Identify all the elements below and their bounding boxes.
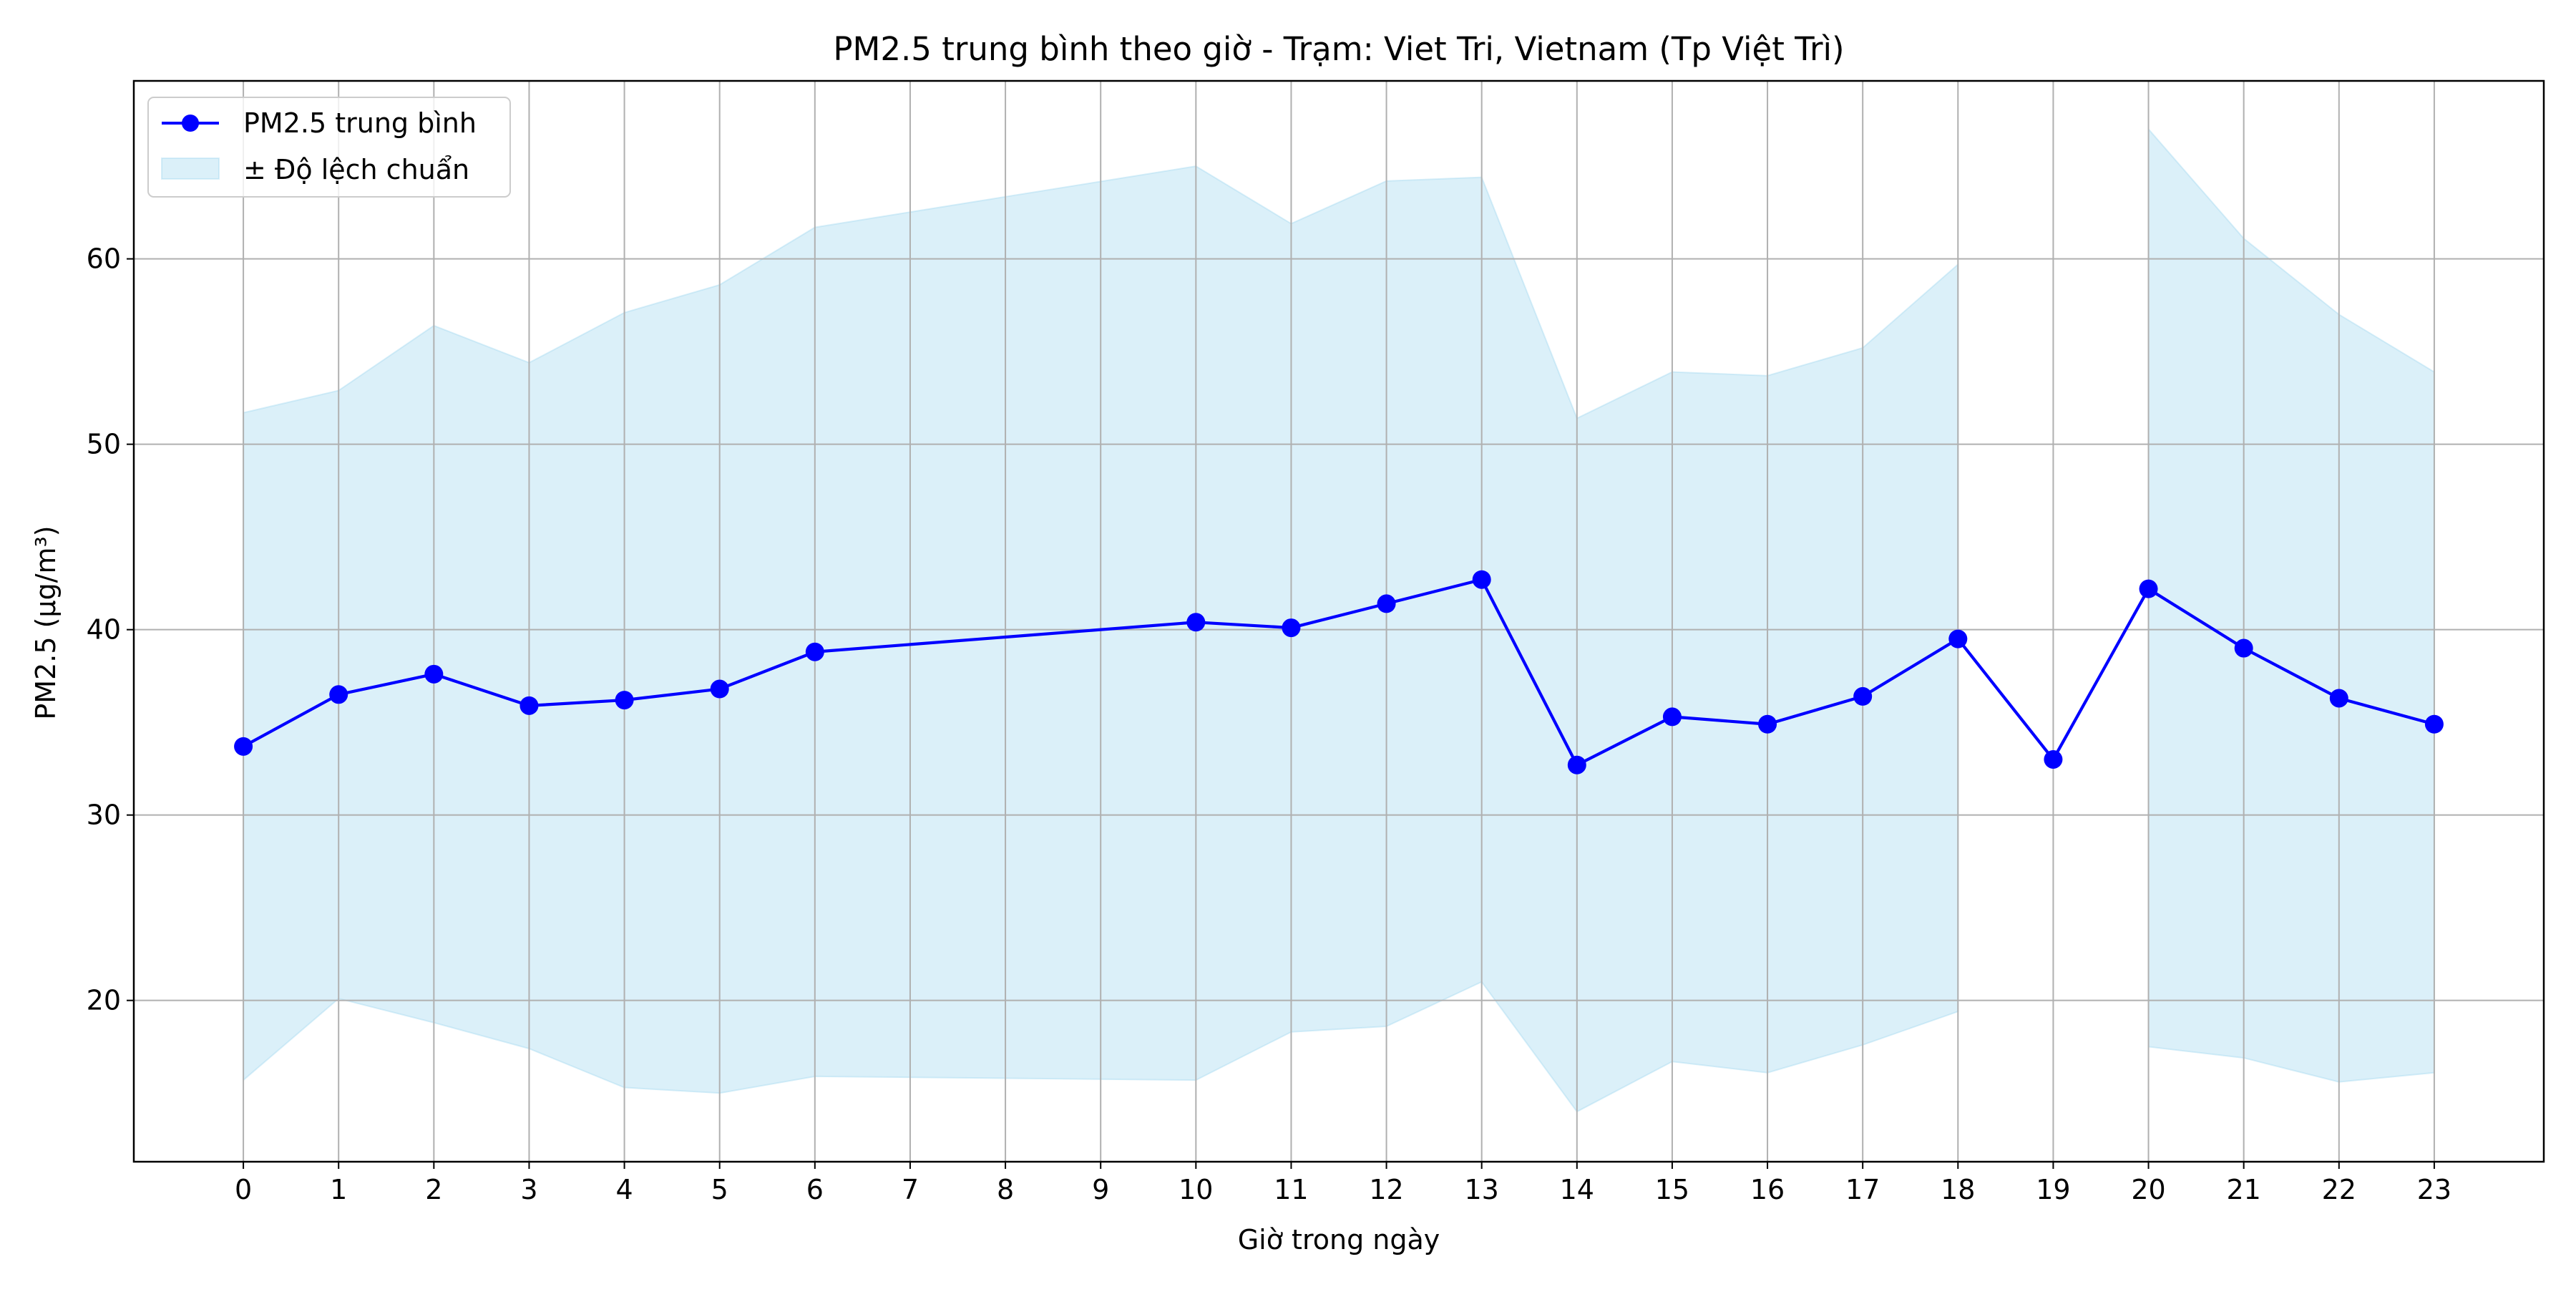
data-point-hour-0 [234, 737, 253, 756]
y-tick-label-60: 60 [87, 243, 121, 275]
data-point-hour-6 [805, 642, 824, 661]
legend-box [147, 97, 511, 198]
x-tick-label-6: 6 [806, 1174, 824, 1205]
x-tick-label-20: 20 [2131, 1174, 2165, 1205]
y-tick-label-30: 30 [87, 800, 121, 831]
data-point-hour-13 [1472, 570, 1491, 589]
x-tick-label-18: 18 [1941, 1174, 1975, 1205]
data-point-hour-21 [2234, 638, 2253, 658]
data-point-hour-12 [1377, 594, 1396, 613]
x-tick-label-13: 13 [1465, 1174, 1499, 1205]
x-tick-label-12: 12 [1369, 1174, 1403, 1205]
data-point-hour-15 [1662, 707, 1682, 727]
y-tick-label-50: 50 [87, 429, 121, 460]
x-tick-label-10: 10 [1179, 1174, 1213, 1205]
data-point-hour-16 [1758, 714, 1777, 734]
x-tick-label-21: 21 [2226, 1174, 2260, 1205]
legend-label-mean: PM2.5 trung bình [243, 107, 477, 139]
data-point-hour-4 [615, 691, 634, 710]
x-tick-label-4: 4 [615, 1174, 633, 1205]
data-point-hour-3 [519, 696, 539, 715]
data-point-hour-22 [2329, 689, 2348, 708]
x-tick-label-14: 14 [1560, 1174, 1594, 1205]
y-tick-label-20: 20 [87, 985, 121, 1016]
x-tick-label-19: 19 [2036, 1174, 2070, 1205]
x-tick-label-1: 1 [330, 1174, 347, 1205]
data-point-hour-23 [2424, 714, 2444, 734]
x-tick-label-3: 3 [520, 1174, 537, 1205]
x-axis-label: Giờ trong ngày [1238, 1224, 1440, 1255]
data-point-hour-17 [1853, 686, 1873, 706]
x-tick-label-2: 2 [425, 1174, 442, 1205]
x-tick-label-9: 9 [1092, 1174, 1109, 1205]
legend-marker-swatch [182, 115, 199, 132]
y-axis-label: PM2.5 (µg/m³) [30, 525, 62, 719]
legend-band-swatch [161, 157, 220, 180]
plot-area: 0 1 2 3 4 5 6 7 8 9 10 11 12 13 14 15 16 17 18 19 20 21 22 2320… [87, 79, 2545, 1205]
chart-title: PM2.5 trung bình theo giờ - Trạm: Viet T… [833, 30, 1844, 68]
data-point-hour-1 [329, 685, 348, 704]
x-tick-label-16: 16 [1750, 1174, 1785, 1205]
x-tick-label-17: 17 [1845, 1174, 1880, 1205]
data-point-hour-10 [1186, 613, 1206, 632]
x-tick-label-5: 5 [711, 1174, 728, 1205]
data-point-hour-11 [1282, 618, 1301, 638]
data-point-hour-14 [1567, 755, 1586, 774]
x-tick-label-7: 7 [902, 1174, 919, 1205]
data-point-hour-19 [2044, 749, 2063, 769]
x-tick-label-22: 22 [2322, 1174, 2356, 1205]
axes-frame [132, 79, 2545, 1163]
x-tick-label-11: 11 [1274, 1174, 1308, 1205]
data-point-hour-20 [2139, 579, 2158, 598]
y-tick-label-40: 40 [87, 614, 121, 646]
x-tick-label-23: 23 [2417, 1174, 2451, 1205]
data-point-hour-5 [710, 679, 729, 699]
legend-label-std: ± Độ lệch chuẩn [243, 154, 469, 185]
x-tick-label-8: 8 [997, 1174, 1014, 1205]
x-tick-label-15: 15 [1655, 1174, 1689, 1205]
data-point-hour-2 [424, 664, 444, 684]
x-tick-label-0: 0 [235, 1174, 252, 1205]
data-point-hour-18 [1948, 629, 1968, 649]
legend: PM2.5 trung bình ± Độ lệch chuẩn [147, 97, 511, 198]
